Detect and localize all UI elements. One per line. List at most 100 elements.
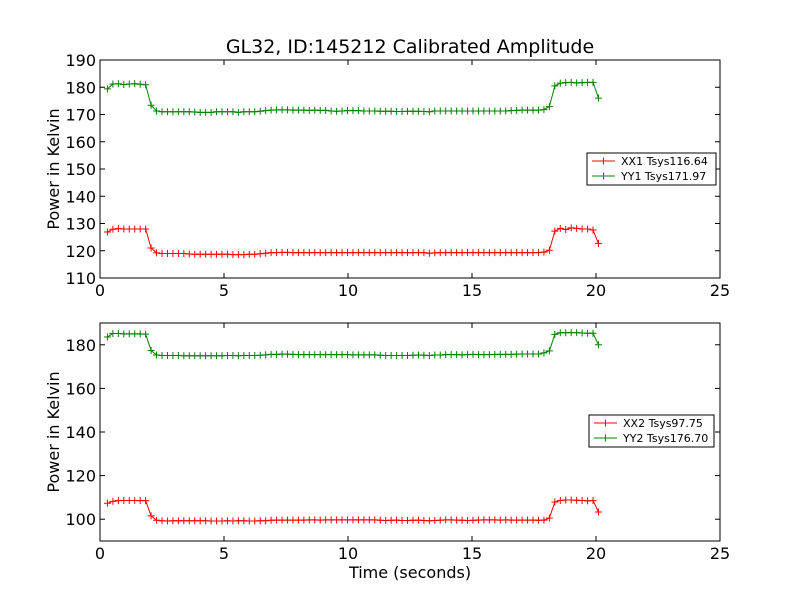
y-axis-label: Power in Kelvin: [44, 108, 63, 229]
y-tick-label: 140: [65, 187, 96, 206]
data-point-yy1: [114, 80, 122, 88]
data-point-yy1: [556, 79, 564, 87]
plot-panel-1: 0 5 10 15 20 25 110 120 130 140 150 160 170 180 190 Pow…: [44, 51, 730, 300]
data-point-xx1: [534, 249, 542, 257]
data-point-yy1: [551, 82, 559, 90]
data-point-yy1: [120, 81, 128, 89]
data-point-yy1: [567, 78, 575, 86]
data-point-yy2: [540, 349, 548, 357]
data-point-xx1: [562, 225, 570, 233]
data-point-xx1: [251, 250, 259, 258]
data-point-yy1: [147, 101, 155, 109]
chart-title: GL32, ID:145212 Calibrated Amplitude: [226, 36, 594, 58]
data-point-xx2: [589, 496, 597, 504]
series-xx1: [103, 224, 602, 259]
data-point-yy1: [103, 85, 111, 93]
y-tick-label: 180: [65, 78, 96, 97]
data-point-yy2: [551, 330, 559, 338]
y-tick-label: 120: [65, 467, 96, 486]
series-yy2: [103, 329, 602, 360]
data-point-xx2: [103, 499, 111, 507]
legend-marker-swatch: [600, 172, 607, 180]
data-point-yy1: [534, 106, 542, 114]
data-point-yy1: [136, 80, 144, 88]
y-tick-label: 160: [65, 133, 96, 152]
x-tick-label: 10: [338, 281, 358, 300]
x-tick-label: 15: [462, 281, 482, 300]
data-point-xx1: [584, 225, 592, 233]
data-point-xx1: [540, 248, 548, 256]
x-tick-label: 5: [219, 281, 229, 300]
data-point-yy2: [589, 329, 597, 337]
data-point-xx1: [545, 246, 553, 254]
data-point-xx1: [109, 225, 117, 233]
series-yy1: [103, 78, 602, 116]
data-point-yy2: [545, 347, 553, 355]
data-point-yy2: [103, 333, 111, 341]
x-tick-label: 5: [219, 544, 229, 563]
x-tick-label: 20: [586, 544, 606, 563]
y-axis-label: Power in Kelvin: [44, 371, 63, 492]
legend-marker-swatch: [602, 434, 609, 442]
y-tick-label: 150: [65, 160, 96, 179]
data-point-yy1: [131, 80, 139, 88]
y-tick-label: 180: [65, 336, 96, 355]
x-tick-label: 20: [586, 281, 606, 300]
data-point-xx1: [589, 226, 597, 234]
data-point-yy1: [594, 94, 602, 102]
legend-marker-swatch: [602, 419, 609, 427]
x-tick-label: 25: [710, 544, 730, 563]
data-point-xx1: [551, 227, 559, 235]
legend-entry-label: XX2 Tsys97.75: [623, 417, 703, 430]
data-point-yy2: [534, 350, 542, 358]
x-tick-label: 10: [338, 544, 358, 563]
legend-entry-label: YY1 Tsys171.97: [620, 170, 706, 183]
data-point-xx2: [147, 512, 155, 520]
data-point-xx2: [109, 497, 117, 505]
data-point-yy2: [147, 346, 155, 354]
x-tick-label: 0: [95, 544, 105, 563]
legend: XX1 Tsys116.64 YY1 Tsys171.97: [586, 152, 717, 186]
data-point-yy1: [262, 107, 270, 115]
data-point-yy2: [594, 341, 602, 349]
y-tick-label: 140: [65, 423, 96, 442]
y-tick-label: 110: [65, 269, 96, 288]
data-point-yy1: [207, 108, 215, 116]
data-point-xx1: [594, 239, 602, 247]
y-tick-label: 160: [65, 379, 96, 398]
data-point-yy1: [322, 106, 330, 114]
data-point-yy2: [142, 330, 150, 338]
data-point-xx1: [573, 224, 581, 232]
data-point-yy1: [545, 103, 553, 111]
data-point-xx1: [262, 249, 270, 257]
data-point-xx2: [594, 508, 602, 516]
data-point-yy1: [234, 108, 242, 116]
x-tick-label: 25: [710, 281, 730, 300]
data-point-yy1: [251, 108, 259, 116]
data-point-xx1: [420, 249, 428, 257]
y-tick-label: 130: [65, 215, 96, 234]
data-point-xx1: [142, 225, 150, 233]
data-point-xx1: [180, 249, 188, 257]
data-point-xx2: [545, 514, 553, 522]
data-point-xx1: [556, 224, 564, 232]
legend-marker-swatch: [600, 157, 607, 165]
data-point-yy1: [229, 108, 237, 116]
legend-entry-label: XX1 Tsys116.64: [621, 155, 708, 168]
data-point-xx2: [540, 516, 548, 524]
legend-entry-label: YY2 Tsys176.70: [622, 432, 708, 445]
data-point-yy1: [142, 81, 150, 89]
x-tick-label: 15: [462, 544, 482, 563]
data-point-yy1: [425, 108, 433, 116]
data-point-xx1: [153, 249, 161, 257]
x-axis-label: Time (seconds): [348, 563, 471, 582]
data-point-xx2: [551, 498, 559, 506]
data-point-yy1: [153, 107, 161, 115]
data-point-xx1: [256, 250, 264, 258]
series-xx2: [103, 496, 602, 525]
y-tick-label: 190: [65, 51, 96, 70]
data-point-xx1: [103, 228, 111, 236]
